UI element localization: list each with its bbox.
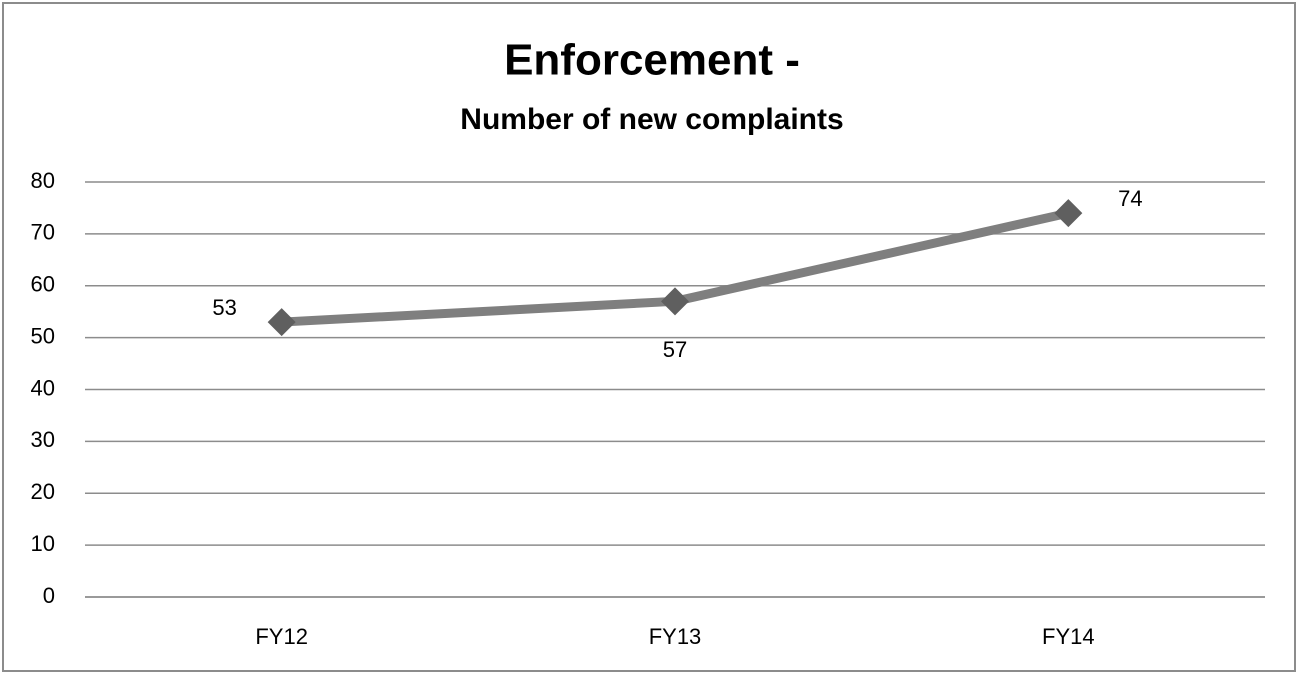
y-tick-label: 50 <box>31 323 55 348</box>
y-tick-label: 10 <box>31 531 55 556</box>
y-tick-label: 80 <box>31 168 55 193</box>
x-tick-label: FY14 <box>1042 624 1095 649</box>
y-tick-label: 70 <box>31 220 55 245</box>
data-label: 57 <box>663 337 687 362</box>
y-tick-label: 0 <box>43 583 55 608</box>
y-tick-label: 60 <box>31 272 55 297</box>
data-label: 74 <box>1118 186 1142 211</box>
data-point <box>267 308 296 337</box>
y-tick-label: 20 <box>31 479 55 504</box>
data-point <box>1054 199 1083 228</box>
data-label: 53 <box>212 295 236 320</box>
x-tick-label: FY13 <box>649 624 702 649</box>
y-tick-label: 30 <box>31 427 55 452</box>
chart-title: Enforcement - <box>504 36 800 85</box>
y-tick-label: 40 <box>31 375 55 400</box>
data-point <box>661 287 689 316</box>
x-tick-label: FY12 <box>255 624 308 649</box>
chart-subtitle: Number of new complaints <box>460 103 843 136</box>
